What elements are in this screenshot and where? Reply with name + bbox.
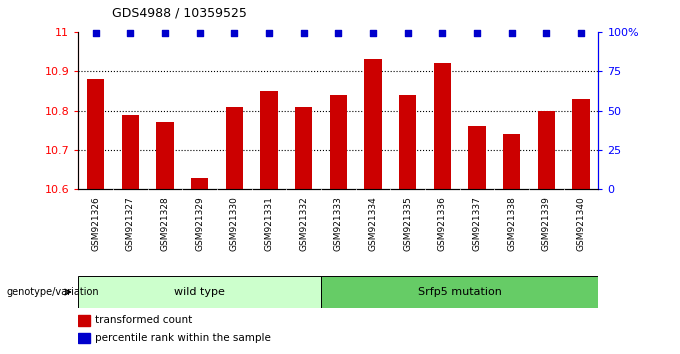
Bar: [469, 126, 486, 189]
Point: [471, 30, 482, 36]
Text: wild type: wild type: [174, 287, 225, 297]
Text: genotype/variation: genotype/variation: [7, 287, 99, 297]
Point: [575, 30, 586, 36]
Point: [228, 30, 239, 36]
Bar: [321, 276, 598, 308]
Point: [90, 30, 101, 36]
Point: [437, 30, 447, 36]
Point: [506, 30, 517, 36]
Text: GSM921331: GSM921331: [265, 196, 273, 251]
Text: GSM921336: GSM921336: [438, 196, 447, 251]
Bar: [364, 59, 381, 189]
Bar: [78, 315, 90, 326]
Text: Srfp5 mutation: Srfp5 mutation: [418, 287, 502, 297]
Point: [367, 30, 378, 36]
Text: GSM921328: GSM921328: [160, 196, 169, 251]
Text: GSM921329: GSM921329: [195, 196, 204, 251]
Text: GSM921335: GSM921335: [403, 196, 412, 251]
Point: [402, 30, 413, 36]
Bar: [226, 107, 243, 189]
Bar: [156, 122, 173, 189]
Point: [333, 30, 343, 36]
Text: GSM921333: GSM921333: [334, 196, 343, 251]
Bar: [122, 115, 139, 189]
Bar: [191, 178, 208, 189]
Text: GSM921334: GSM921334: [369, 196, 377, 251]
Bar: [434, 63, 451, 189]
Point: [124, 30, 135, 36]
Text: GSM921332: GSM921332: [299, 196, 308, 251]
Point: [298, 30, 309, 36]
Bar: [573, 99, 590, 189]
Text: GSM921326: GSM921326: [91, 196, 100, 251]
Text: GSM921339: GSM921339: [542, 196, 551, 251]
Bar: [87, 79, 104, 189]
Text: GSM921327: GSM921327: [126, 196, 135, 251]
Bar: [78, 333, 90, 343]
Bar: [538, 110, 555, 189]
Bar: [260, 91, 277, 189]
Point: [541, 30, 551, 36]
Text: GDS4988 / 10359525: GDS4988 / 10359525: [112, 6, 247, 19]
Point: [263, 30, 274, 36]
Text: GSM921338: GSM921338: [507, 196, 516, 251]
Text: transformed count: transformed count: [95, 315, 192, 325]
Bar: [399, 95, 416, 189]
Text: GSM921337: GSM921337: [473, 196, 481, 251]
Point: [194, 30, 205, 36]
Point: [159, 30, 170, 36]
Text: GSM921330: GSM921330: [230, 196, 239, 251]
Bar: [503, 134, 520, 189]
Bar: [78, 276, 321, 308]
Text: GSM921340: GSM921340: [577, 196, 585, 251]
Bar: [295, 107, 312, 189]
Bar: [330, 95, 347, 189]
Text: percentile rank within the sample: percentile rank within the sample: [95, 333, 271, 343]
